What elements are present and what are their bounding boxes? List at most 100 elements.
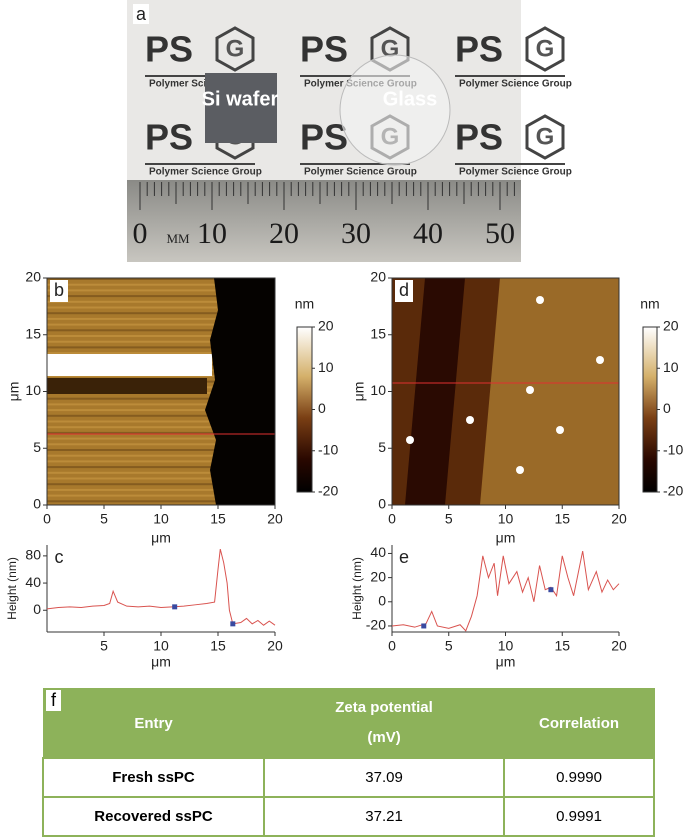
x-axis-title: μm — [496, 530, 516, 546]
y-tick-label: 0 — [33, 601, 41, 617]
colorbar-label: nm — [640, 296, 659, 312]
y-tick-label: 10 — [25, 382, 41, 398]
x-tick-label: 20 — [267, 511, 283, 527]
colorbar-tick-label: 20 — [663, 318, 679, 334]
afm-texture — [466, 416, 474, 424]
x-tick-label: 5 — [445, 511, 453, 527]
x-tick-label: 0 — [388, 511, 396, 527]
afm-texture — [47, 454, 217, 457]
marker — [421, 623, 427, 629]
cell: 37.09 — [262, 757, 506, 798]
cell: 0.9991 — [503, 796, 655, 837]
afm-texture — [47, 403, 217, 406]
table-row: Fresh ssPC 37.09 0.9990 — [42, 757, 655, 798]
afm-texture — [47, 437, 217, 440]
panel-label: f — [46, 690, 62, 711]
cell: 37.21 — [262, 796, 506, 837]
logo-caption: Polymer Science Group — [459, 79, 572, 90]
colorbar-tick-label: 10 — [663, 359, 679, 375]
colorbar-tick-label: -10 — [663, 441, 683, 457]
afm-texture — [47, 278, 217, 280]
x-tick-label: 10 — [498, 638, 514, 654]
cell: Recovered ssPC — [42, 796, 265, 837]
table: Entry Zeta potential (mV) Correlation Fr… — [42, 688, 655, 837]
x-tick-label: 20 — [611, 511, 627, 527]
afm-texture — [47, 466, 217, 469]
logo-caption: Polymer Science Group — [459, 167, 572, 178]
logo-caption: Polymer Science Group — [149, 167, 262, 178]
afm-texture — [47, 471, 217, 474]
x-tick-label: 20 — [611, 638, 627, 654]
x-axis-title: μm — [496, 654, 516, 670]
afm-texture — [47, 420, 217, 423]
afm-texture — [556, 426, 564, 434]
table-row: Recovered ssPC 37.21 0.9991 — [42, 796, 655, 837]
logo-hex — [525, 26, 565, 72]
afm-texture — [47, 460, 217, 463]
panel-label-box — [395, 547, 413, 569]
profile — [391, 550, 620, 632]
afm-texture — [47, 409, 217, 412]
x-tick-label: 0 — [388, 638, 396, 654]
afm-texture — [47, 312, 217, 315]
y-tick-label: 5 — [378, 439, 386, 455]
y-tick-label: 15 — [370, 325, 386, 341]
panel-label: a — [136, 4, 147, 24]
ruler-label: 0 — [133, 217, 148, 250]
y-tick-label: 20 — [25, 269, 41, 285]
afm-texture — [47, 494, 217, 497]
ruler-label: 10 — [197, 217, 227, 250]
colorbar-tick-label: 20 — [318, 318, 334, 334]
colorbar-tick-label: -10 — [318, 441, 338, 457]
afm-texture — [47, 431, 217, 434]
colorbar-tick-label: -20 — [318, 483, 338, 499]
logo-text: PS — [300, 117, 348, 158]
logo-hex — [215, 26, 255, 72]
y-axis-title: Height (nm) — [5, 557, 19, 620]
x-tick-label: 15 — [210, 511, 226, 527]
x-tick-label: 10 — [153, 511, 169, 527]
logo-caption: Polymer Science Group — [304, 167, 417, 178]
logo-text: PS — [300, 29, 348, 70]
figure: PS G Polymer Science Group PS G Polymer Scien… — [5, 0, 683, 670]
panel-label-box — [50, 280, 68, 302]
ruler — [127, 180, 521, 262]
colorbar-tick-label: 10 — [318, 359, 334, 375]
y-axis-title: μm — [351, 382, 367, 402]
colorbar-tick-label: -20 — [663, 483, 683, 499]
panel-label-box — [50, 547, 68, 569]
afm-texture — [47, 443, 217, 446]
afm-texture — [47, 414, 217, 417]
cell: 0.9990 — [503, 757, 655, 798]
afm-texture — [205, 278, 275, 505]
afm-texture — [406, 436, 414, 444]
x-axis-title: μm — [151, 530, 171, 546]
table-header: Entry Zeta potential (mV) Correlation — [42, 688, 655, 759]
afm-texture — [47, 317, 217, 320]
afm-texture — [47, 426, 217, 429]
panel-label: c — [55, 547, 64, 567]
y-tick-label: 15 — [25, 325, 41, 341]
afm-texture — [47, 352, 217, 355]
afm-texture — [47, 306, 217, 309]
header-cell: Zeta potential (mV) — [263, 688, 505, 759]
y-tick-label: 40 — [370, 544, 386, 560]
logo-letter: G — [536, 123, 555, 150]
y-tick-label: 20 — [370, 568, 386, 584]
afm-texture — [47, 295, 217, 298]
panel-label-box — [395, 280, 413, 302]
afm-texture — [47, 500, 217, 503]
y-tick-label: 10 — [370, 382, 386, 398]
afm-texture — [47, 378, 207, 394]
afm-texture — [47, 283, 217, 286]
afm-texture — [47, 354, 212, 376]
y-axis-title: μm — [6, 382, 22, 402]
x-tick-label: 15 — [210, 638, 226, 654]
x-tick-label: 10 — [153, 638, 169, 654]
si-wafer — [205, 73, 277, 143]
afm-texture — [47, 449, 217, 451]
panel: 5 10 15 20 0 40 80 μm Height (nm) c — [5, 545, 283, 670]
panel-label: d — [399, 280, 409, 300]
logo-hex — [525, 114, 565, 160]
